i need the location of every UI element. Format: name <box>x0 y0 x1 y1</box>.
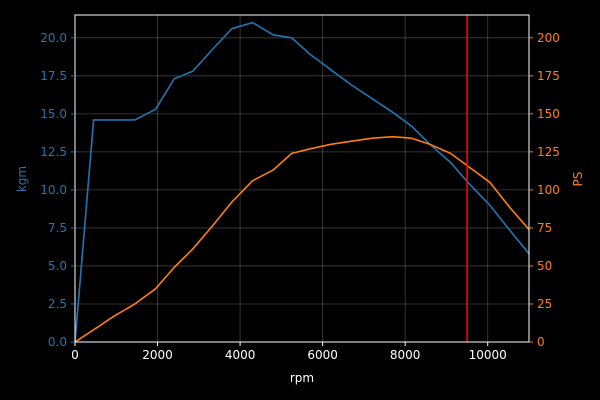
x-tick-label: 8000 <box>390 348 421 362</box>
left-y-tick-label: 10.0 <box>40 183 67 197</box>
right-y-tick-label: 200 <box>537 31 560 45</box>
right-y-tick-label: 50 <box>537 259 552 273</box>
left-y-tick-label: 2.5 <box>48 297 67 311</box>
x-tick-label: 0 <box>71 348 79 362</box>
x-tick-label: 2000 <box>142 348 173 362</box>
left-y-tick-label: 12.5 <box>40 145 67 159</box>
right-y-tick-label: 25 <box>537 297 552 311</box>
kgm-series-line <box>74 21 530 343</box>
ticks: 0 2000 4000 6000 8000 100000.02.55.07.510.012… <box>40 31 560 362</box>
x-tick-label: 4000 <box>225 348 256 362</box>
right-y-tick-label: 175 <box>537 69 560 83</box>
grid <box>74 15 529 343</box>
x-tick-label: 6000 <box>307 348 338 362</box>
left-y-tick-label: 0.0 <box>48 335 67 349</box>
right-y-tick-label: 75 <box>537 221 552 235</box>
right-y-tick-label: 100 <box>537 183 560 197</box>
left-y-tick-label: 17.5 <box>40 69 67 83</box>
right-axis-title: PS <box>571 172 585 187</box>
x-axis-title: rpm <box>290 371 314 385</box>
right-y-tick-label: 0 <box>537 335 545 349</box>
right-y-tick-label: 150 <box>537 107 560 121</box>
left-y-tick-label: 20.0 <box>40 31 67 45</box>
left-y-tick-label: 7.5 <box>48 221 67 235</box>
left-y-tick-label: 5.0 <box>48 259 67 273</box>
plot-border <box>74 14 530 343</box>
left-y-tick-label: 15.0 <box>40 107 67 121</box>
x-tick-label: 10000 <box>469 348 507 362</box>
right-y-tick-label: 125 <box>537 145 560 159</box>
left-axis-title: kgm <box>15 166 29 192</box>
ps-series-line <box>74 135 530 343</box>
series-layer <box>74 15 530 343</box>
plot-frame <box>74 14 530 343</box>
